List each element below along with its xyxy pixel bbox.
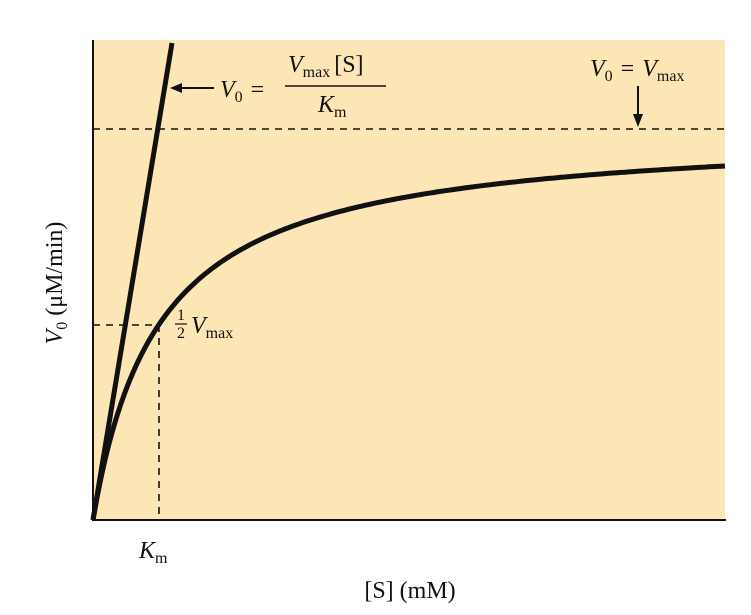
y-axis-label: V0(μM/min) [42, 222, 71, 345]
initial-slope-line [90, 42, 175, 521]
x-axis-label: [S] (mM) [364, 578, 455, 604]
slope-formula-denominator: Km [317, 92, 347, 121]
vmax-label: V0 = Vmax [590, 56, 684, 85]
arrowhead [633, 114, 643, 127]
slope-formula-numerator: Vmax [S] [288, 52, 364, 81]
km-label: Km [138, 538, 168, 567]
saturation-curve [90, 163, 726, 521]
half-denominator: 2 [177, 325, 185, 342]
plot-area [93, 40, 725, 520]
half-vmax-label: Vmax [191, 313, 233, 342]
slope-formula-left: V0 = [220, 77, 264, 106]
arrowhead [170, 83, 182, 93]
half-numerator: 1 [177, 307, 185, 324]
